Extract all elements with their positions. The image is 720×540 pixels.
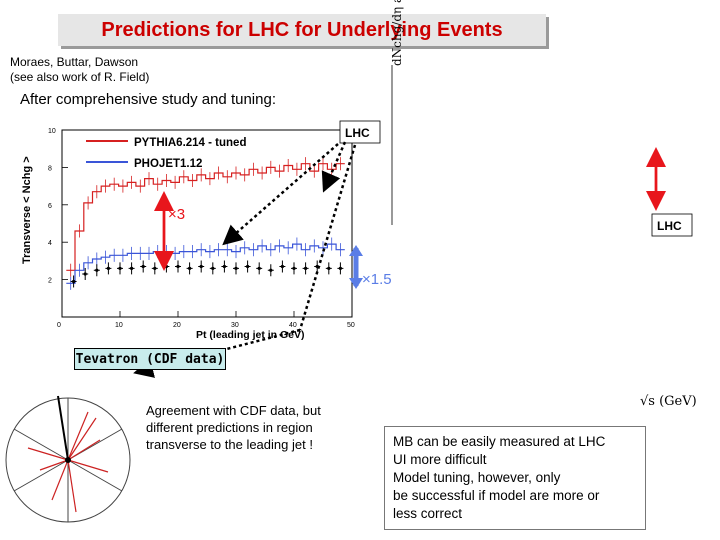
x-axis-label: Pt (leading jet in GeV)	[196, 329, 305, 341]
data-point	[130, 266, 134, 270]
y-axis-label: Transverse < Nchg >	[21, 156, 33, 264]
data-point	[304, 266, 308, 270]
ue-track	[67, 459, 77, 513]
data-point	[106, 266, 110, 270]
phojet-histogram	[66, 243, 345, 284]
axis-ticks: 0 10 20 30 40 50 2 4 6 8 10	[48, 128, 355, 329]
ue-vertex	[65, 457, 71, 463]
data-point	[234, 266, 238, 270]
data-point	[141, 264, 145, 269]
data-point	[153, 266, 157, 270]
lhc-label-plot: LHC	[345, 126, 370, 140]
ue-track	[27, 447, 69, 461]
data-point	[222, 264, 226, 269]
data-point	[95, 268, 99, 272]
x-tick-label: 40	[289, 322, 297, 329]
authors-line-2: (see also work of R. Field)	[10, 70, 150, 84]
data-point	[188, 266, 192, 270]
arrow-lhc-to-pythia	[321, 141, 347, 193]
x-tick-label: 30	[231, 322, 239, 329]
data-point	[327, 266, 331, 270]
lhc-box-plot	[339, 120, 381, 144]
tevatron-label-box: Tevatron (CDF data)	[74, 348, 226, 370]
ue-sector-line	[13, 428, 69, 461]
data-point	[280, 264, 284, 269]
y-tick-label: 2	[48, 278, 52, 285]
data-point	[118, 266, 122, 270]
data-point	[269, 268, 273, 272]
ue-track	[67, 417, 97, 461]
arrow-lhc-to-phojet	[222, 143, 339, 246]
y-tick-label: 4	[48, 240, 52, 247]
tevatron-label: Tevatron (CDF data)	[75, 351, 225, 367]
arrow-lhc-down	[298, 144, 357, 331]
lhc-label-right: LHC	[657, 219, 682, 233]
series-layer	[66, 157, 345, 290]
title-box: Predictions for LHC for Underlying Event…	[58, 14, 546, 46]
data-point	[246, 264, 250, 269]
data-point	[211, 266, 215, 270]
y-tick-label: 8	[48, 165, 52, 172]
x-tick-label: 20	[173, 322, 181, 329]
agreement-text: Agreement with CDF data, but different p…	[146, 403, 321, 452]
y-tick-label: 10	[48, 128, 56, 135]
ue-track	[67, 439, 101, 461]
mb-line: Model tuning, however, only	[393, 470, 561, 485]
mb-line: UI more difficult	[393, 452, 487, 467]
data-point	[83, 272, 87, 276]
ue-track	[67, 459, 109, 473]
legend-phojet-label: PHOJET1.12	[134, 158, 202, 170]
ue-diagram	[5, 395, 131, 523]
legend-pythia-label: PYTHIA6.214 - tuned	[134, 137, 246, 149]
factor-15-head-down	[349, 278, 363, 289]
mb-line: less correct	[393, 506, 463, 521]
right-xlabel: √s (GeV)	[640, 394, 697, 409]
data-point	[72, 279, 76, 284]
factor-15-label: ×1.5	[362, 271, 392, 288]
ue-track	[39, 459, 69, 471]
data-point	[257, 266, 261, 270]
plot-frame	[61, 129, 353, 318]
ue-leading-jet	[57, 395, 69, 461]
x-tick-label: 10	[115, 322, 123, 329]
ue-track	[51, 459, 69, 501]
lhc-box-right	[651, 213, 693, 237]
factor-3-label: ×3	[168, 206, 185, 223]
data-point	[176, 264, 180, 269]
data-point	[164, 264, 168, 269]
factor-15-head-up	[349, 245, 363, 256]
mb-line: MB can be easily measured at LHC	[393, 434, 606, 449]
authors: Moraes, Buttar, Dawson (see also work of…	[10, 55, 149, 85]
ue-sector-line	[13, 459, 69, 492]
mb-text-box: MB can be easily measured at LHC UI more…	[384, 426, 646, 530]
ue-track	[67, 411, 89, 461]
y-tick-label: 6	[48, 203, 52, 210]
pythia-histogram	[66, 163, 345, 271]
x-tick-label: 50	[347, 322, 355, 329]
mb-line: be successful if model are more or	[393, 488, 600, 503]
data-point	[338, 266, 342, 270]
authors-line-1: Moraes, Buttar, Dawson	[10, 55, 139, 69]
data-point	[292, 266, 296, 270]
x-tick-label: 0	[57, 322, 61, 329]
ue-sector-line	[67, 459, 123, 492]
study-note: After comprehensive study and tuning:	[20, 91, 276, 108]
data-point	[199, 264, 203, 269]
slide-title: Predictions for LHC for Underlying Event…	[101, 18, 503, 41]
